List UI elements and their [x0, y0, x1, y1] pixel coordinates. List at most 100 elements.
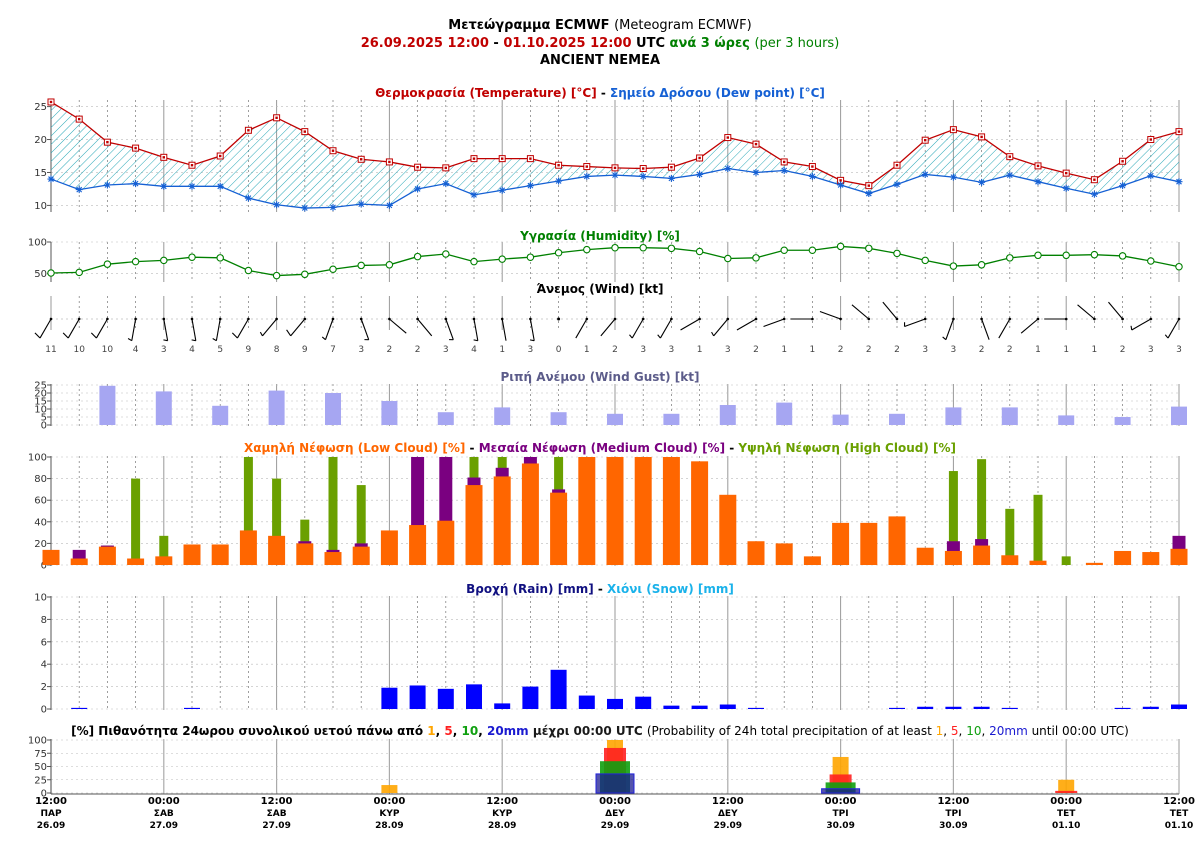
dewpoint-point	[724, 165, 732, 173]
wind-barb-origin	[190, 317, 194, 321]
humidity-point	[639, 243, 647, 252]
humidity-point	[103, 260, 112, 268]
low-cloud-bar	[916, 547, 934, 565]
high-cloud-bar	[948, 471, 958, 565]
cloud-tick-label: 100	[28, 453, 47, 464]
wind-speed-label: 2	[753, 345, 759, 355]
wind-barb-origin	[500, 317, 504, 321]
wind-barb-half-flag	[942, 336, 947, 341]
wind-barb-origin	[952, 317, 955, 321]
low-cloud-bar	[437, 520, 455, 565]
temperature-point-dot	[275, 116, 278, 119]
cloud-tick-label: 20	[34, 539, 47, 550]
precip-title-part: Βροχή (Rain) [mm]	[466, 582, 594, 596]
dewpoint-point	[696, 170, 704, 178]
prob-title-10: 10	[966, 724, 981, 738]
gust-bar	[381, 401, 398, 425]
temperature-point-dot	[867, 184, 870, 187]
temperature-point-dot	[726, 136, 729, 139]
temperature-point-dot	[642, 167, 645, 170]
wind-barb-origin	[1177, 317, 1181, 321]
gust-bar	[99, 385, 116, 425]
wind-barb	[1044, 317, 1068, 321]
probability-bar-20mm	[821, 788, 861, 794]
wind-speed-label: 4	[133, 345, 139, 355]
wind-speed-label: 1	[1092, 345, 1098, 355]
wind-speed-label: 1	[584, 345, 590, 355]
wind-barb-origin	[77, 317, 81, 321]
temperature-point-dot	[529, 157, 532, 160]
low-cloud-bar	[268, 535, 286, 565]
prob-title-part: until 00:00 UTC)	[1028, 724, 1129, 738]
humidity-point	[413, 252, 422, 261]
cloud-title-part: -	[725, 441, 734, 455]
wind-barb-origin	[1008, 317, 1012, 321]
temperature-point-dot	[472, 157, 476, 160]
wind-speed-label: 10	[102, 345, 114, 355]
wind-barb-origin	[359, 317, 363, 321]
humidity-point	[1175, 262, 1183, 271]
time-axis-hour: 00:00	[1050, 796, 1082, 807]
wind-barb-staff	[360, 318, 370, 340]
rain-bar	[184, 707, 200, 709]
wind-barb-origin	[1036, 317, 1040, 321]
gust-bar	[719, 405, 736, 425]
rain-bar	[409, 685, 426, 709]
rain-bar	[719, 704, 736, 709]
wind-barb-origin	[754, 317, 758, 321]
wind-speed-label: 11	[45, 345, 56, 355]
rain-bar	[1171, 704, 1187, 709]
wind-barb-origin	[613, 317, 617, 321]
cloud-tick-label: 80	[34, 474, 47, 485]
wind-barb	[680, 317, 701, 331]
low-cloud-bar	[42, 549, 60, 565]
rain-bar	[1001, 707, 1018, 709]
prob-title-5: 5	[444, 724, 452, 738]
time-axis-date: 01.10	[1052, 821, 1080, 831]
wind-barb-origin	[331, 317, 335, 321]
wind-speed-label: 2	[979, 345, 985, 355]
precip-title-part: Χιόνι (Snow) [mm]	[603, 582, 734, 596]
start-date: 26.09.2025 12:00	[360, 36, 489, 51]
humidity-point	[1062, 251, 1070, 260]
prob-title-part: ,	[453, 724, 462, 738]
wind-barb-flag	[62, 332, 69, 339]
wind-barb	[1130, 317, 1153, 331]
temperature-point-dot	[783, 160, 786, 164]
low-cloud-bar	[803, 556, 821, 565]
humidity-point	[921, 256, 929, 265]
high-cloud-bar	[328, 457, 338, 565]
temperature-point-dot	[134, 146, 137, 150]
wind-barb-staff	[445, 318, 454, 340]
gust-bar	[550, 412, 567, 425]
wind-barb-half-flag	[1164, 334, 1169, 339]
wind-barb	[736, 317, 758, 331]
dewpoint-point	[103, 181, 111, 189]
dewpoint-point	[470, 191, 478, 199]
wind-barb	[1108, 301, 1124, 321]
prob-title-10: 10	[462, 724, 479, 738]
low-cloud-bar	[719, 494, 737, 565]
wind-barb	[162, 317, 169, 342]
wind-barb	[790, 317, 814, 321]
dewpoint-point	[357, 200, 365, 208]
time-axis-day: ΤΕΤ	[1057, 809, 1076, 819]
probability-tick-label: 25	[34, 775, 47, 786]
wind-barb-origin	[782, 317, 786, 321]
time-axis-day: ΚΥΡ	[379, 809, 399, 819]
wind-speed-label: 3	[922, 345, 928, 355]
precip-tick-label: 2	[41, 682, 47, 693]
dewpoint-point	[611, 171, 619, 179]
wind-barb	[851, 304, 871, 321]
low-cloud-bar	[98, 546, 116, 565]
temperature-point-dot	[613, 166, 617, 170]
wind-barb-origin	[670, 317, 673, 321]
wind-speed-label: 1	[697, 345, 703, 355]
wind-barb-origin	[1121, 317, 1124, 321]
humidity-title: Υγρασία (Humidity) [%]	[519, 229, 680, 243]
wind-barb-staff	[131, 318, 137, 341]
gust-bar	[1114, 417, 1131, 425]
temperature-tick-label: 25	[34, 102, 47, 113]
probability-tick-label: 75	[34, 749, 47, 760]
probability-tick-label: 0	[41, 789, 47, 800]
